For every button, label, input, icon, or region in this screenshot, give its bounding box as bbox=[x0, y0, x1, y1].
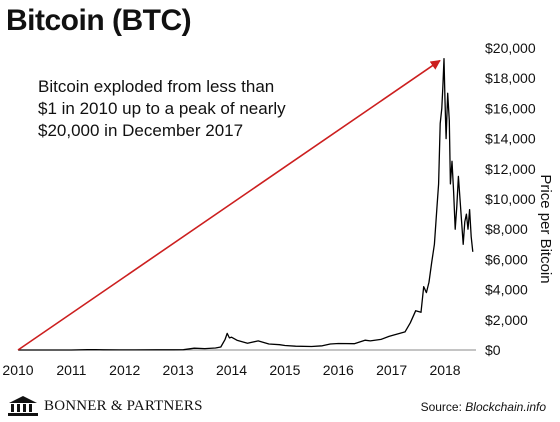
chart-title: Bitcoin (BTC) bbox=[6, 4, 192, 37]
series-group bbox=[18, 57, 474, 351]
annotation-text-line: Bitcoin exploded from less than bbox=[38, 77, 274, 96]
y-tick-label: $6,000 bbox=[485, 251, 528, 267]
y-tick-label: $0 bbox=[485, 342, 501, 358]
source-credit: Source: Blockchain.info bbox=[421, 400, 546, 414]
y-axis-title: Price per Bitcoin bbox=[537, 174, 554, 283]
annotation: Bitcoin exploded from less than $1 in 201… bbox=[17, 59, 441, 351]
brand-logo-icon bbox=[8, 396, 38, 416]
x-tick-label: 2013 bbox=[163, 362, 194, 378]
y-tick-label: $10,000 bbox=[485, 191, 536, 207]
x-axis: 2010 2011 2012 2013 2014 2015 2016 2017 2018 bbox=[2, 349, 476, 378]
x-tick-label: 2011 bbox=[56, 362, 86, 378]
annotation-text-line: $1 in 2010 up to a peak of nearly bbox=[38, 99, 286, 118]
y-tick-label: $16,000 bbox=[485, 100, 536, 116]
price-series-line bbox=[18, 57, 474, 351]
x-tick-label: 2016 bbox=[323, 362, 354, 378]
y-tick-label: $20,000 bbox=[485, 40, 536, 56]
source-prefix: Source: bbox=[420, 400, 466, 414]
x-tick-label: 2015 bbox=[269, 362, 300, 378]
y-tick-label: $4,000 bbox=[485, 282, 528, 298]
y-tick-label: $14,000 bbox=[485, 131, 536, 147]
brand-footer: BONNER & PARTNERS bbox=[8, 396, 203, 416]
brand-name: BONNER & PARTNERS bbox=[44, 397, 203, 414]
source-name: Blockchain.info bbox=[465, 400, 546, 414]
y-axis: $0 $2,000 $4,000 $6,000 $8,000 $10,000 $12,000… bbox=[485, 40, 536, 358]
x-tick-label: 2010 bbox=[2, 362, 33, 378]
x-tick-label: 2014 bbox=[216, 362, 247, 378]
x-tick-label: 2017 bbox=[376, 362, 407, 378]
y-tick-label: $12,000 bbox=[485, 161, 536, 177]
y-tick-label: $18,000 bbox=[485, 70, 536, 86]
annotation-text-line: $20,000 in December 2017 bbox=[38, 121, 243, 140]
annotation-arrow bbox=[17, 59, 441, 351]
y-tick-label: $2,000 bbox=[485, 312, 528, 328]
y-tick-label: $8,000 bbox=[485, 221, 528, 237]
x-tick-label: 2018 bbox=[429, 362, 460, 378]
x-tick-label: 2012 bbox=[109, 362, 140, 378]
